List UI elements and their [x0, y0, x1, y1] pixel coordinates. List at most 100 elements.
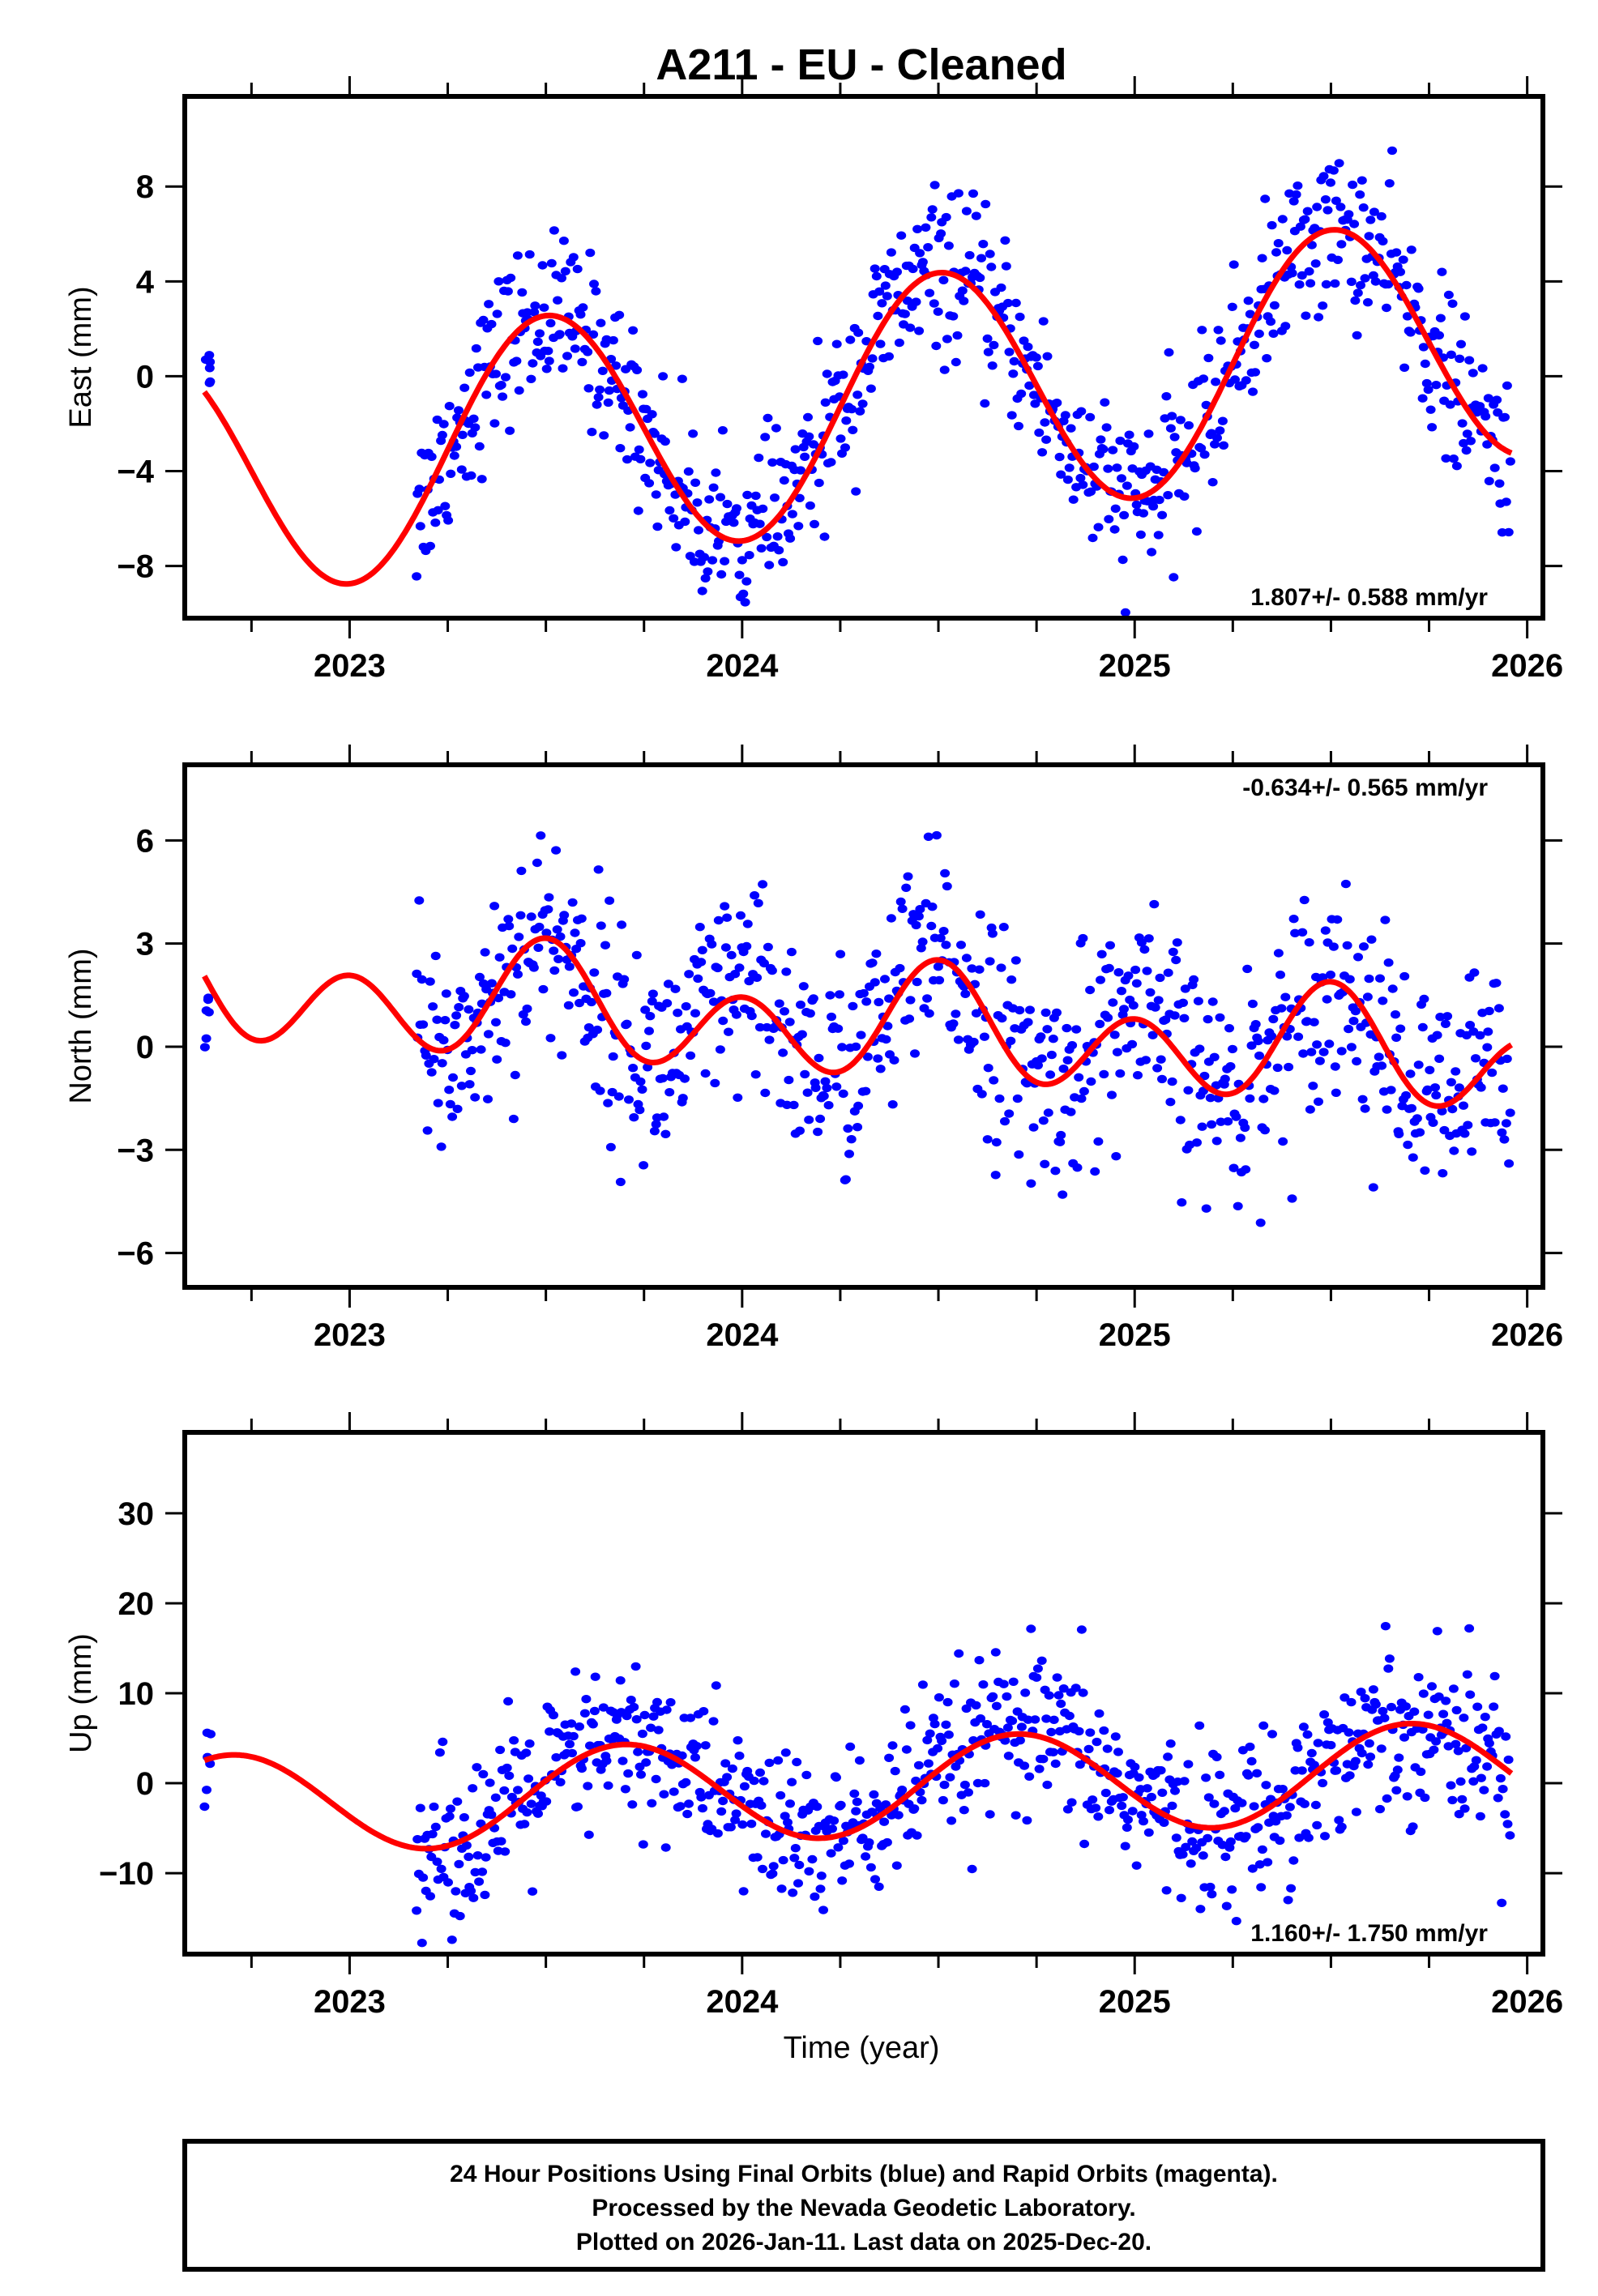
- data-point: [1060, 411, 1070, 420]
- data-point: [1459, 312, 1470, 321]
- data-point: [990, 1648, 1001, 1657]
- data-point: [978, 240, 989, 249]
- data-point: [804, 1116, 814, 1125]
- data-point: [1117, 474, 1126, 483]
- data-point: [600, 941, 610, 950]
- east-y-tick-label: 4: [136, 264, 155, 300]
- data-point: [951, 1009, 961, 1018]
- data-point: [988, 1692, 998, 1701]
- data-point: [1314, 1097, 1323, 1107]
- data-point: [1147, 1792, 1156, 1802]
- data-point: [673, 1009, 683, 1018]
- data-point: [1068, 495, 1079, 504]
- data-point: [684, 1799, 694, 1808]
- data-point: [758, 1864, 767, 1874]
- data-point: [1303, 1833, 1314, 1842]
- data-point: [459, 383, 470, 392]
- data-point: [1002, 1692, 1012, 1701]
- data-point: [991, 1137, 1002, 1147]
- north-x-tick-label: 2026: [1491, 1317, 1563, 1353]
- data-point: [471, 344, 481, 353]
- data-point: [1451, 462, 1462, 471]
- data-point: [1428, 1118, 1438, 1128]
- data-point: [708, 483, 719, 492]
- data-point: [604, 386, 614, 395]
- data-point: [635, 1077, 646, 1086]
- data-point: [1009, 356, 1019, 366]
- data-point: [994, 1094, 1005, 1103]
- data-point: [1210, 440, 1220, 449]
- data-point: [960, 267, 971, 275]
- data-point: [882, 1837, 892, 1847]
- data-point: [1350, 1006, 1361, 1016]
- data-point: [1448, 1684, 1459, 1693]
- data-point: [1014, 1150, 1024, 1159]
- data-point: [1209, 1799, 1220, 1808]
- data-point: [491, 369, 501, 378]
- data-point: [1318, 301, 1328, 310]
- data-point: [986, 262, 997, 271]
- data-point: [1304, 938, 1314, 947]
- data-point: [1262, 354, 1272, 363]
- data-point: [781, 967, 792, 976]
- data-point: [705, 988, 716, 998]
- data-point: [829, 1816, 840, 1825]
- data-point: [746, 1820, 757, 1829]
- data-point: [1221, 1901, 1232, 1910]
- data-point: [1288, 197, 1299, 206]
- data-point: [700, 1741, 711, 1750]
- data-point: [1275, 1836, 1285, 1846]
- data-point: [1380, 1622, 1391, 1631]
- data-point: [1030, 399, 1040, 408]
- data-point: [1000, 236, 1010, 245]
- data-point: [1187, 1837, 1198, 1846]
- data-point: [1079, 1086, 1089, 1096]
- data-point: [1225, 1837, 1236, 1846]
- data-point: [945, 1773, 955, 1782]
- data-point: [870, 978, 880, 987]
- east-frame: [182, 94, 1545, 621]
- data-point: [964, 1788, 973, 1797]
- data-point: [796, 466, 805, 475]
- data-point: [585, 248, 596, 258]
- data-point: [1427, 1682, 1437, 1691]
- data-point: [1302, 1730, 1313, 1739]
- data-point: [1205, 1882, 1216, 1892]
- data-point: [523, 1774, 534, 1783]
- data-point: [1459, 1129, 1470, 1138]
- data-point: [1094, 1709, 1104, 1718]
- data-point: [1046, 1050, 1057, 1060]
- data-point: [1012, 1094, 1023, 1103]
- data-point: [1489, 1671, 1500, 1681]
- data-point: [805, 1009, 815, 1018]
- data-point: [1253, 1036, 1263, 1046]
- data-point: [570, 344, 580, 353]
- data-point: [451, 1887, 461, 1896]
- data-point: [418, 1020, 429, 1029]
- data-point: [641, 1758, 652, 1767]
- data-point: [1124, 430, 1134, 439]
- data-point: [1111, 1152, 1122, 1161]
- data-point: [700, 1069, 711, 1078]
- data-point: [427, 1829, 438, 1839]
- data-point: [1110, 1732, 1121, 1741]
- data-point: [726, 634, 736, 642]
- data-point: [1412, 1114, 1422, 1123]
- data-point: [585, 1741, 595, 1750]
- data-point: [1502, 381, 1512, 390]
- data-point: [653, 1726, 664, 1735]
- data-point: [492, 1055, 502, 1064]
- data-point: [647, 989, 658, 998]
- data-point: [624, 1095, 634, 1104]
- east-fit-curve: [202, 227, 1513, 587]
- data-point: [1295, 222, 1305, 231]
- data-point: [456, 465, 467, 474]
- data-point: [1088, 462, 1099, 472]
- data-point: [924, 1009, 934, 1018]
- data-point: [1228, 1044, 1237, 1054]
- data-point: [1170, 1786, 1180, 1795]
- up-plot-area: [199, 1622, 1515, 1948]
- data-point: [1439, 1125, 1450, 1135]
- data-point: [796, 1001, 805, 1009]
